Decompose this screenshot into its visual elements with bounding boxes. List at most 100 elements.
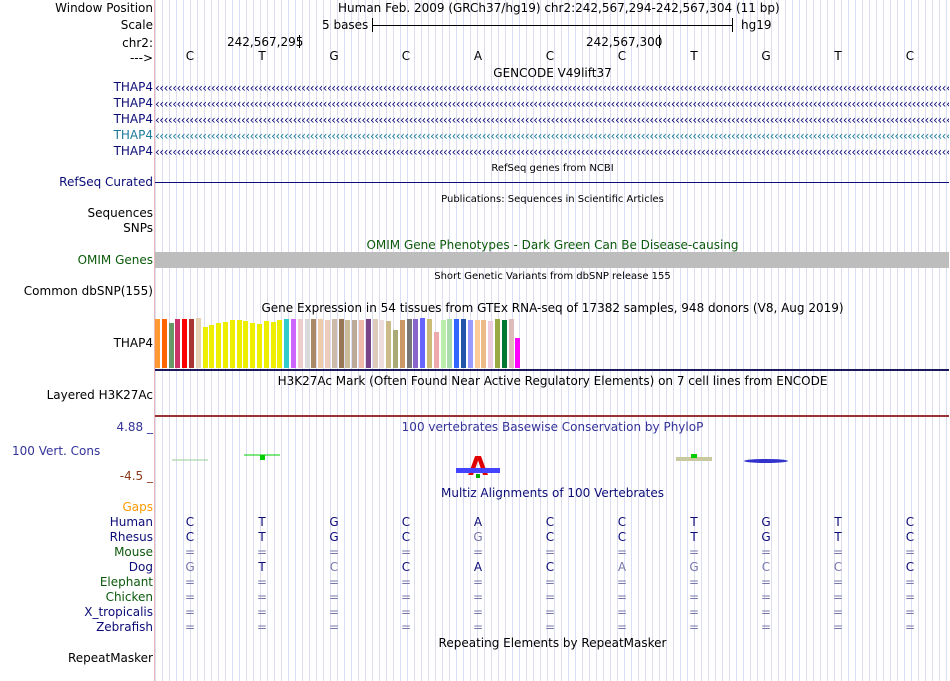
gtex-tissue-bar[interactable] [413,319,418,368]
phylop-base-glyph[interactable]: A [468,452,488,482]
gtex-tissue-bar[interactable] [243,321,248,368]
refseq-title[interactable]: RefSeq genes from NCBI [491,163,614,174]
sequences-label[interactable]: Sequences [87,206,153,220]
phylop-score-mark[interactable] [260,455,265,460]
gtex-tissue-bar[interactable] [237,320,242,368]
gtex-tissue-bar[interactable] [277,320,282,368]
refseq-label[interactable]: RefSeq Curated [59,175,153,189]
h3k27ac-signal-line[interactable] [155,415,949,417]
gencode-transcript-4[interactable]: ‹‹‹‹‹‹‹‹‹‹‹‹‹‹‹‹‹‹‹‹‹‹‹‹‹‹‹‹‹‹‹‹‹‹‹‹‹‹‹‹… [155,130,949,142]
gtex-tissue-bar[interactable] [447,319,452,368]
gtex-tissue-bar[interactable] [379,320,384,368]
gtex-tissue-bar[interactable] [311,319,316,368]
species-label[interactable]: X_tropicalis [84,605,153,619]
gtex-tissue-bar[interactable] [345,320,350,368]
species-label[interactable]: Mouse [114,545,153,559]
gencode-label-2[interactable]: THAP4 [113,96,153,110]
gtex-bar-chart[interactable] [155,318,555,368]
gencode-transcript-1[interactable]: ‹‹‹‹‹‹‹‹‹‹‹‹‹‹‹‹‹‹‹‹‹‹‹‹‹‹‹‹‹‹‹‹‹‹‹‹‹‹‹‹… [155,82,949,94]
species-label[interactable]: Chicken [105,590,153,604]
gtex-tissue-bar[interactable] [175,319,180,368]
gtex-tissue-bar[interactable] [441,320,446,368]
snps-label[interactable]: SNPs [123,221,153,235]
gtex-tissue-bar[interactable] [386,321,391,368]
gtex-tissue-bar[interactable] [318,319,323,368]
repeatmasker-label[interactable]: RepeatMasker [67,651,153,665]
gencode-label-5[interactable]: THAP4 [113,144,153,158]
gtex-title[interactable]: Gene Expression in 54 tissues from GTEx … [261,301,844,315]
gtex-tissue-bar[interactable] [196,318,201,368]
gtex-tissue-bar[interactable] [359,320,364,368]
repeatmasker-title[interactable]: Repeating Elements by RepeatMasker [438,636,667,650]
gencode-transcript-3[interactable]: ‹‹‹‹‹‹‹‹‹‹‹‹‹‹‹‹‹‹‹‹‹‹‹‹‹‹‹‹‹‹‹‹‹‹‹‹‹‹‹‹… [155,114,949,126]
gtex-label[interactable]: THAP4 [113,336,153,350]
species-label[interactable]: Elephant [99,575,153,589]
gtex-tissue-bar[interactable] [230,320,235,368]
gtex-tissue-bar[interactable] [189,319,194,368]
assembly-position[interactable]: Human Feb. 2009 (GRCh37/hg19) chr2:242,5… [338,1,780,15]
gtex-tissue-bar[interactable] [291,319,296,368]
gtex-tissue-bar[interactable] [373,319,378,368]
gtex-tissue-bar[interactable] [454,319,459,368]
phylop-title[interactable]: 100 vertebrates Basewise Conservation by… [401,420,704,434]
gtex-tissue-bar[interactable] [488,321,493,368]
gencode-transcript-2[interactable]: ‹‹‹‹‹‹‹‹‹‹‹‹‹‹‹‹‹‹‹‹‹‹‹‹‹‹‹‹‹‹‹‹‹‹‹‹‹‹‹‹… [155,98,949,110]
phylop-score-mark[interactable] [691,454,697,458]
omim-phenotype-bar[interactable] [155,252,949,268]
gtex-tissue-bar[interactable] [305,319,310,368]
phylop-score-mark[interactable] [476,474,480,478]
gtex-tissue-bar[interactable] [298,319,303,368]
refseq-line[interactable] [155,182,949,183]
gencode-title[interactable]: GENCODE V49lift37 [493,66,612,80]
gtex-tissue-bar[interactable] [502,320,507,368]
gtex-tissue-bar[interactable] [203,327,208,368]
gtex-tissue-bar[interactable] [515,338,520,368]
gtex-tissue-bar[interactable] [155,319,160,368]
gtex-tissue-bar[interactable] [216,323,221,368]
dbsnp-label[interactable]: Common dbSNP(155) [23,284,153,298]
gtex-tissue-bar[interactable] [182,319,187,368]
gtex-tissue-bar[interactable] [352,320,357,368]
gtex-tissue-bar[interactable] [393,330,398,368]
phylop-label[interactable]: 100 Vert. Cons [12,444,101,458]
gtex-tissue-bar[interactable] [366,319,371,368]
gtex-tissue-bar[interactable] [332,319,337,368]
gencode-label-1[interactable]: THAP4 [113,80,153,94]
omim-title[interactable]: OMIM Gene Phenotypes - Dark Green Can Be… [366,238,739,252]
gtex-tissue-bar[interactable] [434,332,439,368]
gtex-tissue-bar[interactable] [475,320,480,368]
gtex-tissue-bar[interactable] [420,318,425,368]
phylop-score-bar[interactable] [456,468,500,473]
gencode-label-3[interactable]: THAP4 [113,112,153,126]
publications-title[interactable]: Publications: Sequences in Scientific Ar… [441,194,664,205]
gtex-tissue-bar[interactable] [264,321,269,368]
h3k27ac-label[interactable]: Layered H3K27Ac [46,388,153,402]
omim-label[interactable]: OMIM Genes [77,253,153,267]
gtex-tissue-bar[interactable] [169,323,174,368]
gtex-tissue-bar[interactable] [509,319,514,368]
gtex-tissue-bar[interactable] [481,320,486,368]
gtex-tissue-bar[interactable] [468,320,473,368]
phylop-score-bar[interactable] [676,457,712,461]
gtex-tissue-bar[interactable] [495,319,500,368]
gencode-transcript-5[interactable]: ‹‹‹‹‹‹‹‹‹‹‹‹‹‹‹‹‹‹‹‹‹‹‹‹‹‹‹‹‹‹‹‹‹‹‹‹‹‹‹‹… [155,146,949,158]
dbsnp-title[interactable]: Short Genetic Variants from dbSNP releas… [434,271,671,282]
gtex-tissue-bar[interactable] [284,319,289,368]
gtex-tissue-bar[interactable] [427,319,432,368]
multiz-title[interactable]: Multiz Alignments of 100 Vertebrates [440,486,665,500]
species-label[interactable]: Human [109,515,153,529]
species-label[interactable]: Dog [128,560,153,574]
multiz-alignment[interactable]: Human C T G C A C C T G T C Rhesus C T G C G C C T G T C Mouse = =… [0,515,950,637]
gtex-tissue-bar[interactable] [461,319,466,368]
gtex-tissue-bar[interactable] [407,319,412,368]
species-label[interactable]: Zebrafish [96,620,153,634]
phylop-stack-glyph[interactable] [744,459,788,463]
gtex-tissue-bar[interactable] [339,319,344,368]
species-label[interactable]: Rhesus [109,530,153,544]
gtex-tissue-bar[interactable] [209,325,214,368]
gtex-tissue-bar[interactable] [271,322,276,368]
h3k27ac-title[interactable]: H3K27Ac Mark (Often Found Near Active Re… [277,374,828,388]
gtex-tissue-bar[interactable] [162,319,167,368]
gtex-tissue-bar[interactable] [257,324,262,368]
gencode-label-4[interactable]: THAP4 [113,128,153,142]
